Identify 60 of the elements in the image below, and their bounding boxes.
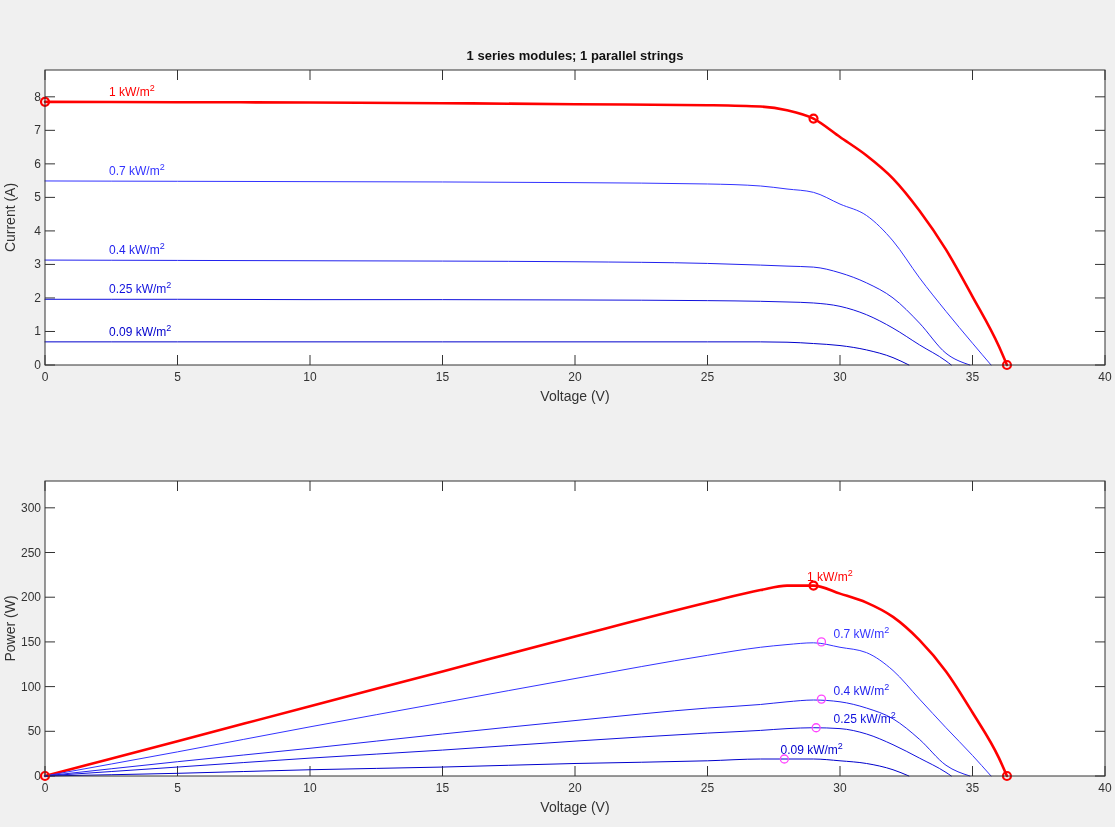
y-tick-label: 8 xyxy=(34,89,42,104)
y-tick-label: 4 xyxy=(34,223,42,238)
line-series xyxy=(44,180,992,366)
point xyxy=(816,694,827,704)
x-tick-label: 10 xyxy=(303,781,317,795)
x-tick-label: 35 xyxy=(965,781,980,795)
y-tick-label: 50 xyxy=(27,724,42,739)
x-tick-label: 40 xyxy=(1098,781,1112,795)
x-tick-label: 20 xyxy=(568,370,582,384)
y-tick-label: 7 xyxy=(34,123,42,138)
y-axis-title: Current (A) xyxy=(2,182,18,253)
x-tick-label: 30 xyxy=(833,781,847,795)
x-tick-label: 5 xyxy=(174,781,182,795)
y-tick-label: 100 xyxy=(20,679,42,694)
x-tick-label: 15 xyxy=(435,370,450,384)
series-label: 1 kW/m$^{2}$ xyxy=(109,82,155,99)
x-tick-label: 15 xyxy=(435,781,450,795)
chart-title: 1 series modules; 1 parallel strings xyxy=(466,48,684,63)
y-tick-label: 0 xyxy=(34,358,42,372)
series-label: 0.09 kW/m$^{2}$ xyxy=(109,322,172,339)
y-tick-label: 6 xyxy=(34,156,42,171)
series-label: 0.4 kW/m$^{2}$ xyxy=(833,682,890,699)
line-series xyxy=(44,259,971,366)
series-label: 0.4 kW/m$^{2}$ xyxy=(109,241,165,258)
point xyxy=(1001,770,1013,782)
x-tick-label: 30 xyxy=(833,370,847,384)
y-tick-label: 300 xyxy=(20,500,42,515)
series-label: 0.7 kW/m$^{2}$ xyxy=(109,161,165,178)
x-tick-label: 5 xyxy=(174,370,182,384)
series-label: 1 kW/m$^{2}$ xyxy=(807,567,853,584)
x-axis-title: Voltage (V) xyxy=(540,388,610,404)
y-tick-label: 200 xyxy=(20,590,42,605)
point xyxy=(39,96,51,107)
series-label: 0.25 kW/m$^{2}$ xyxy=(109,280,172,297)
series-label: 0.25 kW/m$^{2}$ xyxy=(833,709,896,726)
line-series xyxy=(44,298,952,366)
y-tick-label: 1 xyxy=(34,324,42,339)
x-tick-label: 20 xyxy=(568,781,582,795)
x-tick-label: 40 xyxy=(1098,370,1112,384)
x-tick-label: 10 xyxy=(303,370,317,384)
x-tick-label: 25 xyxy=(700,370,715,384)
x-tick-label: 35 xyxy=(965,370,980,384)
y-tick-label: 3 xyxy=(34,257,42,272)
y-tick-label: 0 xyxy=(34,769,42,783)
series-label: 0.09 kW/m$^{2}$ xyxy=(780,741,843,758)
y-tick-label: 2 xyxy=(34,290,42,305)
x-tick-label: 25 xyxy=(700,781,715,795)
point xyxy=(811,723,821,733)
line-series xyxy=(44,341,910,366)
y-tick-label: 150 xyxy=(20,634,42,649)
point xyxy=(808,113,819,124)
y-tick-label: 250 xyxy=(20,545,42,560)
point xyxy=(816,637,827,647)
y-tick-label: 5 xyxy=(34,190,42,205)
y-axis-title: Power (W) xyxy=(2,595,18,662)
series-label: 0.7 kW/m$^{2}$ xyxy=(833,624,890,641)
point xyxy=(1001,359,1013,371)
point xyxy=(779,754,789,764)
x-axis-title: Voltage (V) xyxy=(540,799,610,815)
point xyxy=(808,580,819,591)
